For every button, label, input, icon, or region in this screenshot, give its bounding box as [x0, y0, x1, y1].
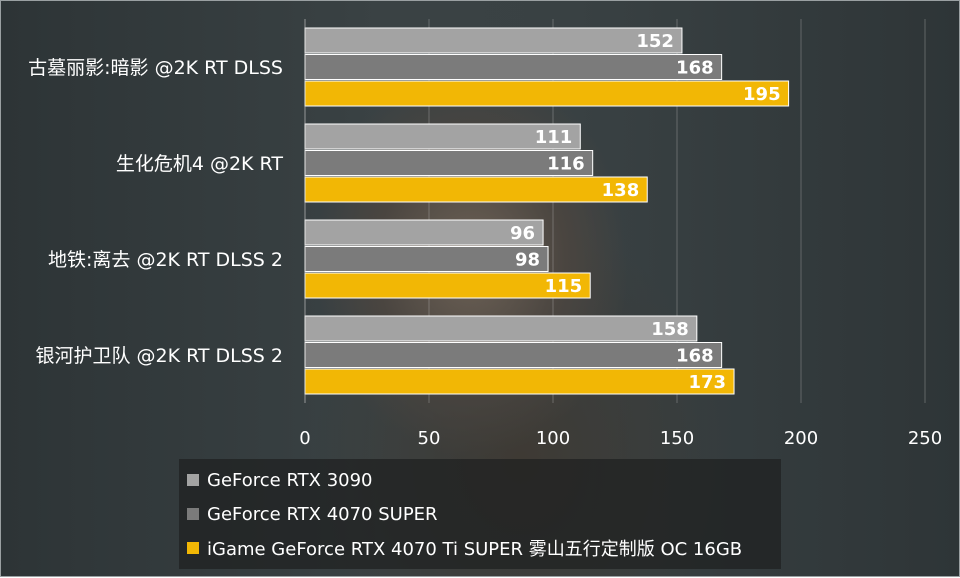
bar-2-2: [304, 272, 591, 299]
legend: GeForce RTX 3090 GeForce RTX 4070 SUPER iG…: [179, 459, 781, 569]
bar-1-2: [304, 176, 648, 203]
category-label-0: 古墓丽影:暗影 @2K RT DLSS: [28, 57, 283, 79]
bar-2-0: [304, 219, 544, 246]
bar-1-1: [304, 150, 594, 176]
bar-3-0: [304, 315, 698, 342]
data-label-2-0: 96: [510, 223, 535, 244]
data-label-0-2: 195: [743, 84, 781, 105]
data-label-1-0: 111: [535, 127, 573, 148]
bar-2-1: [304, 246, 549, 272]
bar-0-0: [304, 27, 683, 54]
legend-label-2: iGame GeForce RTX 4070 Ti SUPER 雾山五行定制版 …: [207, 539, 743, 560]
bar-1-0: [304, 123, 581, 150]
category-label-1: 生化危机4 @2K RT: [116, 153, 284, 175]
data-label-0-0: 152: [636, 31, 674, 52]
bar-0-1: [304, 54, 723, 80]
bar-3-1: [304, 342, 723, 368]
x-tick-label-4: 200: [784, 428, 818, 449]
legend-item-0: GeForce RTX 3090: [187, 463, 773, 497]
x-tick-label-1: 50: [418, 428, 441, 449]
legend-swatch-2: [187, 542, 199, 554]
data-label-1-2: 138: [602, 180, 640, 201]
data-label-3-2: 173: [688, 372, 726, 393]
legend-label-1: GeForce RTX 4070 SUPER: [207, 503, 438, 525]
legend-label-0: GeForce RTX 3090: [207, 469, 373, 491]
x-tick-label-5: 250: [908, 428, 942, 449]
legend-swatch-1: [187, 508, 199, 520]
data-label-2-2: 115: [545, 276, 583, 297]
legend-item-2: iGame GeForce RTX 4070 Ti SUPER 雾山五行定制版 …: [187, 531, 773, 565]
bar-3-2: [304, 368, 735, 395]
data-label-3-1: 168: [676, 346, 714, 367]
data-label-0-1: 168: [676, 58, 714, 79]
data-label-2-1: 98: [515, 250, 540, 271]
x-tick-label-2: 100: [536, 428, 570, 449]
category-label-3: 银河护卫队 @2K RT DLSS 2: [35, 345, 283, 367]
category-label-2: 地铁:离去 @2K RT DLSS 2: [48, 249, 283, 271]
data-label-1-1: 116: [547, 154, 585, 175]
x-tick-label-0: 0: [299, 428, 310, 449]
bar-0-2: [304, 80, 790, 107]
x-tick-label-3: 150: [660, 428, 694, 449]
legend-item-1: GeForce RTX 4070 SUPER: [187, 497, 773, 531]
data-label-3-0: 158: [651, 319, 689, 340]
legend-swatch-0: [187, 474, 199, 486]
